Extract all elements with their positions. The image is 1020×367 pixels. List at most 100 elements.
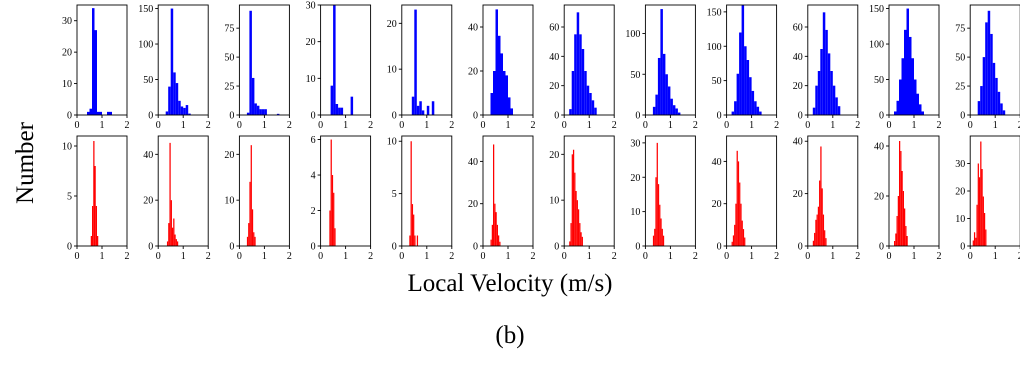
histogram-bar-top-4-2 — [335, 104, 339, 115]
histogram-bar-top-9-2 — [736, 73, 740, 115]
x-tick-label-bottom-11-0: 0 — [887, 251, 892, 262]
y-tick-label-top-12-25: 25 — [955, 82, 965, 93]
y-tick-label-bottom-3-10: 10 — [224, 196, 234, 207]
x-tick-label-top-12-2: 2 — [1018, 120, 1020, 131]
x-tick-label-top-12-1: 1 — [993, 120, 998, 131]
histogram-bar-top-10-5 — [825, 29, 828, 115]
histogram-bar-bottom-2-0 — [166, 241, 169, 246]
y-tick-label-bottom-12-30: 30 — [955, 159, 965, 170]
x-tick-label-top-2-0: 0 — [156, 120, 161, 131]
x-tick-label-top-8-2: 2 — [693, 120, 698, 131]
histogram-bar-top-10-10 — [837, 106, 841, 115]
histogram-bar-top-3-5 — [259, 109, 262, 115]
subplot-frame-top-2 — [157, 4, 209, 116]
x-tick-label-bottom-4-1: 1 — [343, 251, 348, 262]
histogram-bar-bottom-3-1 — [248, 223, 250, 246]
x-tick-label-top-6-0: 0 — [481, 120, 486, 131]
histogram-bar-top-4-3 — [338, 107, 341, 115]
histogram-bar-bottom-9-3 — [735, 203, 737, 246]
histogram-bar-top-7-8 — [589, 93, 592, 115]
histogram-bar-top-6-5 — [503, 71, 506, 115]
y-tick-label-top-9-150: 150 — [707, 7, 722, 18]
histogram-bar-bottom-11-4 — [899, 141, 901, 246]
histogram-bar-bottom-11-5 — [900, 151, 902, 246]
histogram-bar-bottom-8-1 — [654, 228, 656, 246]
histogram-bar-top-7-3 — [576, 12, 580, 115]
x-tick-label-top-6-1: 1 — [506, 120, 511, 131]
x-tick-label-bottom-5-1: 1 — [424, 251, 429, 262]
histogram-bar-top-8-5 — [665, 74, 668, 115]
y-tick-label-bottom-2-40: 40 — [143, 150, 153, 161]
y-tick-label-top-5-20: 20 — [387, 19, 397, 30]
histogram-bar-top-1-2 — [92, 8, 95, 115]
x-tick-label-bottom-9-0: 0 — [724, 251, 729, 262]
histogram-bar-bottom-1-3 — [94, 166, 96, 246]
histogram-bar-top-3-7 — [264, 109, 267, 115]
histogram-bar-bottom-6-1 — [491, 224, 493, 246]
histogram-bar-top-6-3 — [498, 35, 501, 115]
y-tick-label-bottom-4-4: 4 — [311, 171, 316, 182]
y-tick-label-bottom-5-0: 0 — [392, 242, 397, 253]
x-tick-label-top-12-0: 0 — [968, 120, 973, 131]
histogram-bar-top-1-4 — [97, 111, 100, 115]
histogram-bar-bottom-10-8 — [822, 214, 825, 246]
histogram-bar-top-6-7 — [508, 97, 511, 115]
x-tick-label-bottom-8-1: 1 — [668, 251, 673, 262]
histogram-bar-bottom-1-0 — [90, 236, 92, 246]
histogram-bar-bottom-2-6 — [174, 234, 176, 246]
x-tick-label-top-5-1: 1 — [424, 120, 429, 131]
histogram-bar-top-12-5 — [990, 33, 993, 115]
histogram-bar-top-3-1 — [249, 10, 252, 115]
histogram-bar-top-11-6 — [909, 36, 912, 115]
y-tick-label-top-1-10: 10 — [62, 79, 72, 90]
histogram-bar-bottom-7-2 — [571, 154, 573, 246]
histogram-bar-top-8-0 — [652, 106, 656, 115]
histogram-bar-top-4-0 — [330, 85, 334, 115]
histogram-bar-top-2-9 — [188, 113, 191, 115]
histogram-bar-bottom-1-5 — [97, 236, 99, 246]
histogram-bar-top-8-2 — [657, 57, 661, 115]
x-tick-label-bottom-7-1: 1 — [587, 251, 592, 262]
histogram-bar-top-9-0 — [731, 111, 735, 115]
y-tick-label-bottom-10-0: 0 — [798, 242, 803, 253]
x-tick-label-bottom-9-1: 1 — [749, 251, 754, 262]
histogram-bar-top-11-9 — [916, 93, 919, 115]
histogram-bar-bottom-6-5 — [496, 224, 498, 246]
histogram-bar-bottom-7-8 — [579, 223, 581, 246]
y-tick-label-bottom-6-40: 40 — [468, 157, 478, 168]
histogram-bar-bottom-5-4 — [414, 235, 416, 246]
subplot-frame-bottom-6 — [482, 135, 534, 247]
subplot-frame-bottom-5 — [401, 135, 453, 247]
y-tick-label-top-9-0: 0 — [717, 111, 722, 122]
histogram-bar-bottom-8-8 — [662, 235, 665, 246]
x-tick-label-bottom-10-1: 1 — [830, 251, 835, 262]
x-tick-label-bottom-10-0: 0 — [805, 251, 810, 262]
histogram-bar-bottom-1-2 — [93, 141, 95, 246]
y-tick-label-top-2-50: 50 — [143, 75, 153, 86]
subplot-frame-bottom-3 — [238, 135, 290, 247]
y-tick-label-top-4-30: 30 — [306, 1, 316, 12]
histogram-bar-bottom-4-0 — [329, 210, 331, 246]
y-tick-label-top-2-0: 0 — [148, 111, 153, 122]
histogram-bar-top-5-4 — [421, 110, 425, 115]
x-tick-label-bottom-8-2: 2 — [693, 251, 698, 262]
histogram-bar-top-10-6 — [827, 53, 831, 115]
histogram-bar-top-5-1 — [414, 9, 417, 115]
histogram-bar-top-9-7 — [749, 77, 752, 115]
histogram-bar-top-10-4 — [822, 12, 826, 115]
histogram-bar-top-7-0 — [569, 109, 572, 115]
histogram-bar-top-12-1 — [980, 86, 983, 115]
x-tick-label-top-1-1: 1 — [100, 120, 105, 131]
y-tick-label-bottom-5-5: 5 — [392, 189, 397, 200]
histogram-bar-bottom-10-7 — [821, 188, 823, 246]
histogram-bar-bottom-2-3 — [170, 200, 172, 246]
y-tick-label-top-6-40: 40 — [468, 23, 478, 34]
histogram-bar-bottom-5-3 — [413, 214, 415, 246]
x-tick-label-bottom-1-2: 2 — [125, 251, 130, 262]
histogram-bar-top-11-2 — [899, 79, 902, 115]
y-tick-label-bottom-2-0: 0 — [148, 242, 153, 253]
histogram-bar-top-7-6 — [584, 71, 587, 115]
x-tick-label-top-5-2: 2 — [449, 120, 454, 131]
histogram-bar-bottom-10-5 — [819, 180, 821, 246]
histogram-bar-bottom-3-6 — [254, 236, 256, 246]
